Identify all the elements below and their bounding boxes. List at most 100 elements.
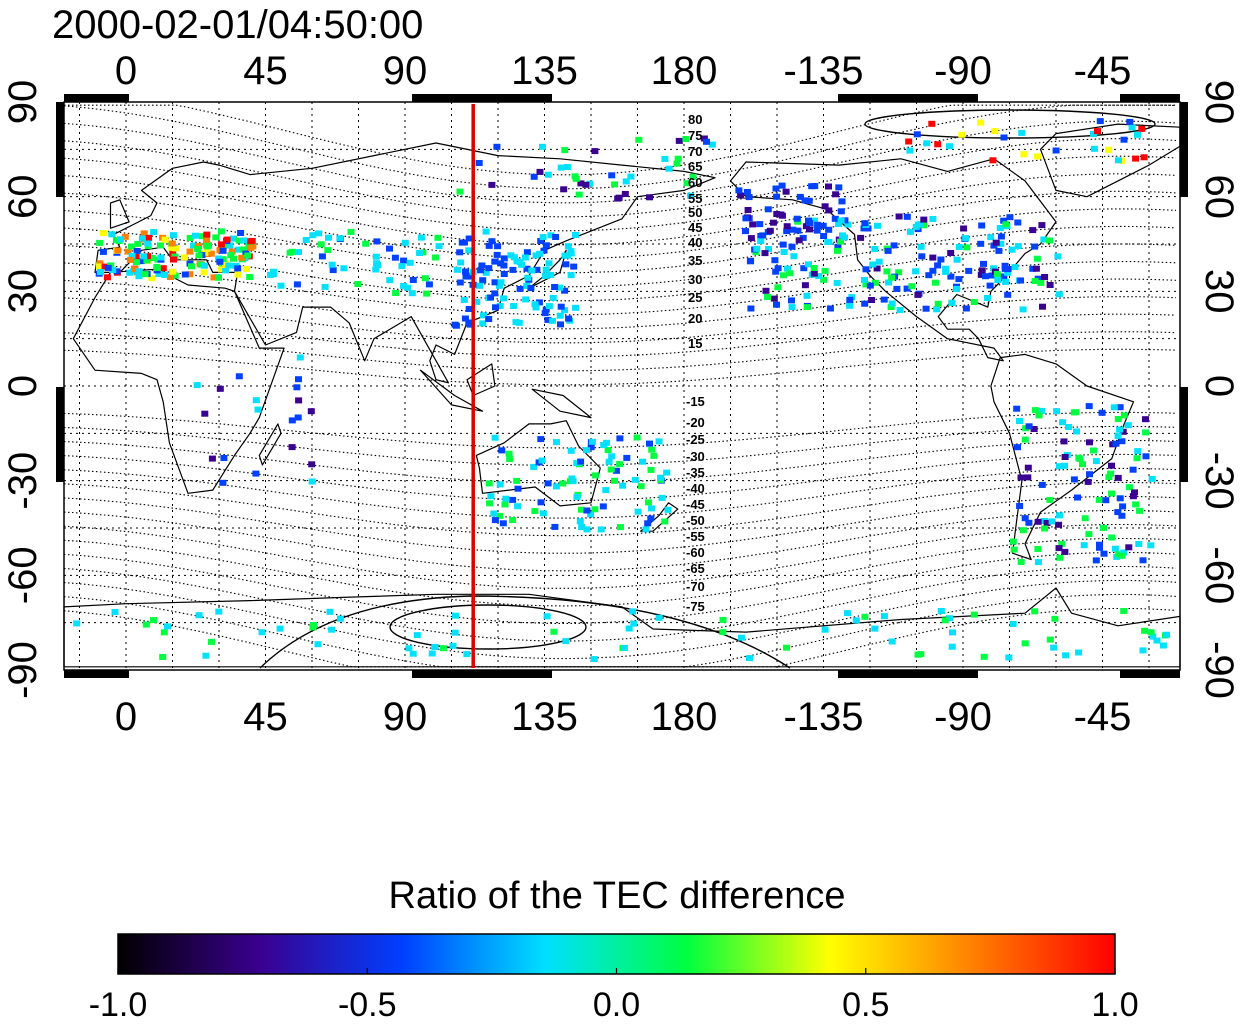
coastline: [419, 369, 484, 412]
tec-cell: [307, 408, 315, 415]
tec-cell: [1018, 129, 1026, 136]
tec-cell: [1065, 424, 1073, 430]
coastline: [109, 199, 130, 229]
tec-cell: [169, 268, 177, 275]
tec-cell: [766, 227, 774, 234]
tec-cell: [963, 244, 971, 251]
tec-cell: [1050, 644, 1058, 651]
tec-cell: [869, 261, 877, 268]
dip-label: 20: [688, 311, 702, 326]
tec-cell: [168, 244, 176, 251]
dip-label: -45: [686, 497, 705, 512]
tec-cell: [1142, 429, 1150, 436]
tec-cell: [456, 279, 464, 286]
tec-cell: [801, 197, 809, 204]
colorbar: [117, 933, 1116, 975]
tec-cell: [960, 225, 968, 232]
tec-cell: [493, 143, 501, 150]
tec-cell: [810, 270, 818, 277]
tec-cell: [756, 221, 764, 228]
tec-cell: [1009, 538, 1017, 545]
tec-cell: [918, 253, 926, 260]
tec-cell: [583, 447, 590, 454]
tec-cell: [537, 499, 545, 506]
tec-cell: [1090, 145, 1098, 152]
tec-cell: [494, 243, 502, 250]
tec-cell: [619, 482, 627, 489]
tec-cell: [1138, 125, 1146, 132]
border-segment: [838, 670, 978, 678]
tec-cell: [762, 287, 770, 294]
tec-cell: [1094, 128, 1101, 135]
longitude-tick-label: -90: [934, 49, 992, 93]
tec-cell: [293, 281, 301, 288]
tec-cell: [495, 282, 503, 289]
tec-cell: [190, 242, 198, 249]
dip-label: -35: [686, 465, 705, 480]
tec-cell: [673, 160, 681, 167]
tec-cell: [521, 254, 529, 261]
tec-cell: [476, 282, 484, 289]
tec-cell: [480, 312, 487, 319]
tec-cell: [779, 241, 787, 248]
tec-cell: [835, 184, 843, 191]
tec-cell: [1046, 496, 1054, 503]
tec-cell: [210, 274, 218, 281]
colorbar-tick-label: -1.0: [89, 986, 148, 1024]
tec-cell: [160, 629, 168, 636]
dip-label: -70: [686, 579, 705, 594]
tec-cell: [247, 244, 255, 251]
tec-cell: [1011, 264, 1019, 271]
colorbar-tick-label: 0.0: [593, 986, 640, 1024]
tec-cell: [514, 503, 522, 510]
tec-cell: [1112, 440, 1120, 447]
tec-cell: [1116, 404, 1124, 411]
longitude-tick-label: -45: [1074, 695, 1132, 739]
tec-cell: [996, 225, 1004, 231]
tec-cell: [912, 223, 920, 230]
tec-cell: [547, 232, 555, 239]
tec-cell: [126, 256, 134, 263]
tec-cell: [544, 480, 552, 487]
tec-cell: [170, 232, 177, 239]
longitude-tick-label: -90: [934, 695, 992, 739]
latitude-tick-label: -30: [1197, 452, 1240, 510]
tec-cell: [161, 271, 169, 278]
tec-cell: [1021, 436, 1029, 443]
tec-cell: [655, 438, 663, 445]
tec-cell: [523, 265, 531, 272]
tec-cell: [475, 160, 483, 166]
tec-cell: [599, 503, 607, 510]
tec-cell: [576, 518, 584, 525]
colorbar-title: Ratio of the TEC difference: [389, 875, 846, 917]
dip-contour: [63, 411, 1177, 449]
tec-cell: [1000, 134, 1008, 141]
tec-cell: [1016, 418, 1023, 424]
tec-cell: [1017, 559, 1025, 565]
tec-cell: [786, 270, 794, 277]
tec-cell: [547, 271, 555, 278]
tec-cell: [1102, 497, 1110, 504]
tec-cell: [225, 262, 233, 269]
tec-cell: [425, 281, 433, 288]
tec-cell: [937, 608, 945, 614]
tec-cell: [562, 261, 570, 268]
tec-cell: [1060, 438, 1068, 445]
tec-cell: [186, 248, 194, 255]
coastline: [531, 388, 592, 419]
tec-cell: [929, 267, 937, 274]
tec-cell: [181, 271, 189, 278]
tec-cell: [536, 168, 544, 175]
tec-cell: [825, 183, 832, 190]
tec-cell: [295, 249, 302, 256]
tec-cell: [639, 458, 647, 465]
tec-cell: [524, 274, 532, 281]
colorbar-tick-label: -0.5: [338, 986, 397, 1024]
tec-cell: [929, 216, 937, 222]
tec-cell: [171, 272, 179, 279]
tec-cell: [113, 268, 121, 275]
tec-cell: [737, 192, 745, 199]
tec-cell: [934, 300, 942, 307]
tec-cell: [1031, 407, 1039, 414]
tec-cell: [837, 217, 845, 224]
